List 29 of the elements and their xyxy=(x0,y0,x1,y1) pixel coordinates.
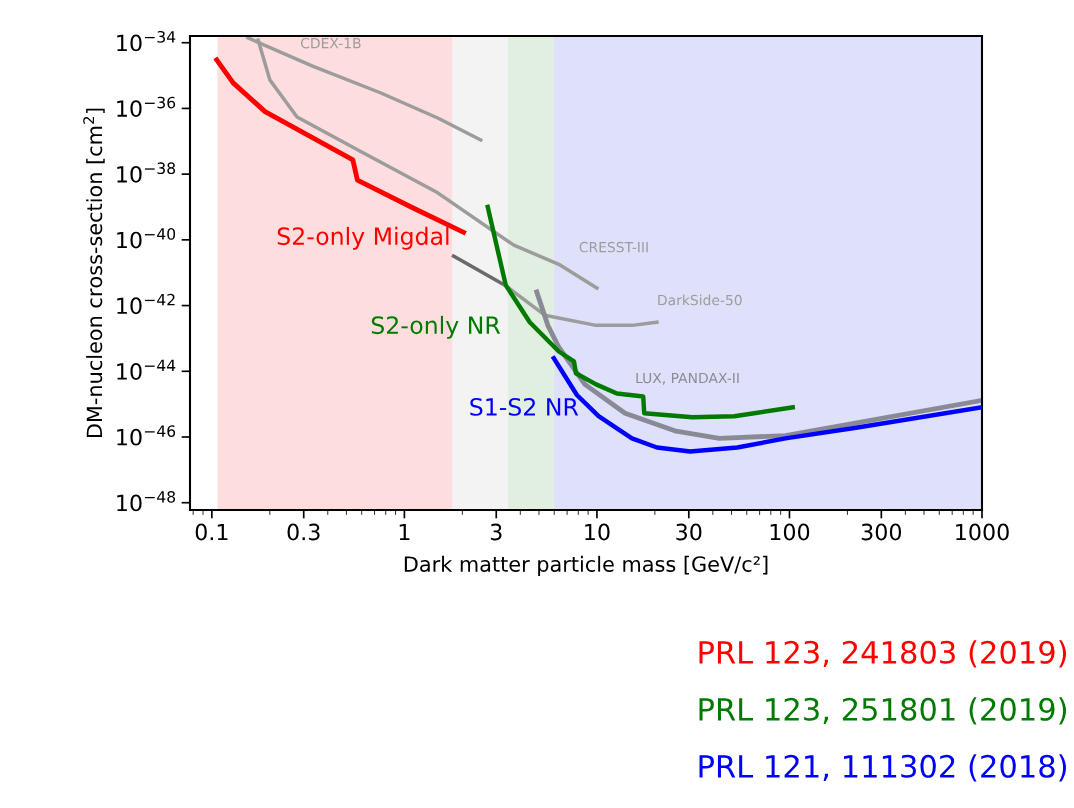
x-tick-label: 30 xyxy=(676,523,702,541)
y-tick-label: 10$^{−34}$ xyxy=(117,30,176,52)
series-label: S2-only NR xyxy=(371,315,501,339)
series-label: DarkSide-50 xyxy=(658,294,742,306)
y-tick-label: 10$^{−44}$ xyxy=(117,359,176,380)
x-tick-label: 3 xyxy=(490,523,502,541)
y-tick-label: 10$^{−48}$ xyxy=(117,490,176,512)
text: PRL 123, 241803 (2019) xyxy=(699,640,1066,668)
y-tick-label: 10$^{−38}$ xyxy=(117,162,176,183)
y-tick-label: 10$^{−42}$ xyxy=(117,293,175,315)
series-label: CRESST-III xyxy=(579,241,648,253)
x-tick-label: 1000 xyxy=(956,523,1009,541)
series-label: S1-S2 NR xyxy=(470,397,579,416)
x-tick-label: 300 xyxy=(861,523,902,541)
x-tick-label: 100 xyxy=(770,523,810,541)
text: LUX, PANDAX-II xyxy=(636,372,739,385)
text: PRL 121, 111302 (2018) xyxy=(699,754,1066,782)
y-tick-label: 10$^{−46}$ xyxy=(117,425,176,446)
y-tick-label: 10$^{−36}$ xyxy=(117,96,176,118)
series-label: CDEX-1B xyxy=(300,37,361,49)
x-tick-label: 1 xyxy=(399,523,410,541)
text: PRL 123, 251801 (2019) xyxy=(699,697,1066,725)
x-tick-label: 0.1 xyxy=(195,523,228,541)
y-tick-label: 10$^{−40}$ xyxy=(117,228,176,249)
y-axis-title: DM-nucleon cross-section [cm$^{2}$] xyxy=(83,108,105,438)
series-label: S2-only Migdal xyxy=(277,226,449,250)
x-axis-title: Dark matter particle mass [GeV/c²] xyxy=(404,555,768,576)
x-tick-label: 10 xyxy=(585,523,610,541)
x-tick-label: 0.3 xyxy=(287,523,320,541)
